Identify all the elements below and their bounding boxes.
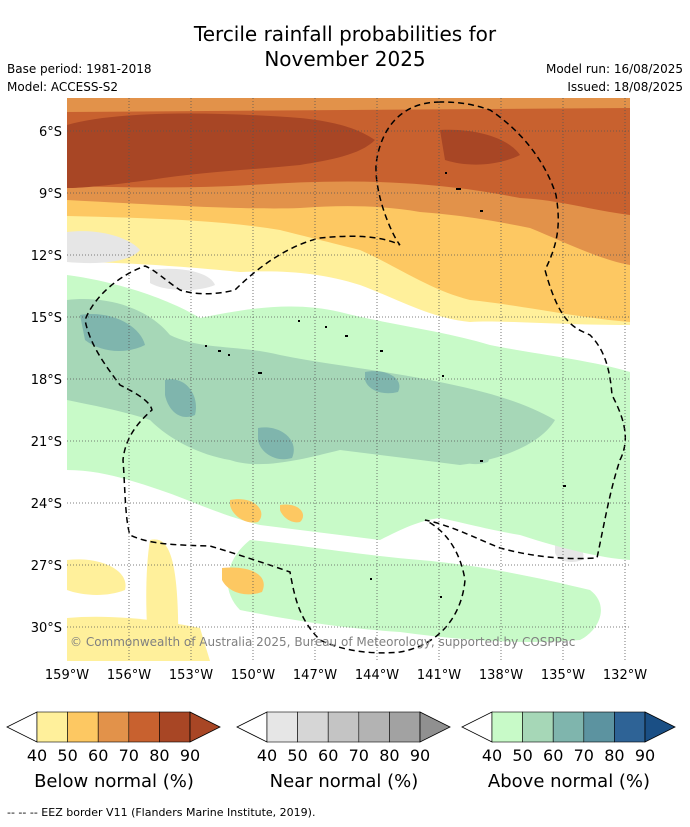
below-80-band: [67, 113, 375, 188]
legend-tick-label: 40: [257, 746, 277, 765]
lat-label: 6°S: [39, 125, 62, 140]
eez-footnote: -- -- -- EEZ border V11 (Flanders Marine…: [7, 806, 316, 819]
legend-under-triangle: [6, 711, 38, 743]
legend-swatch: [159, 711, 191, 743]
legend-over-triangle: [189, 711, 221, 743]
below-80-band-east: [440, 129, 520, 165]
legend-tick-label: 40: [482, 746, 502, 765]
title-line-2: November 2025: [264, 47, 426, 71]
legend-label-above: Above normal (%): [487, 771, 651, 792]
legend-swatch: [491, 711, 523, 743]
legend-swatch: [36, 711, 68, 743]
lon-label: 150°W: [231, 668, 275, 683]
legend-swatch: [358, 711, 390, 743]
above-60-patch: [448, 439, 490, 465]
lat-label: 15°S: [31, 311, 62, 326]
legend-colorbar: 40 50 60 70 80 90: [6, 711, 221, 765]
legend-tick-label: 60: [318, 746, 338, 765]
legend-tick-label: 70: [349, 746, 369, 765]
copyright-notice: © Commonwealth of Australia 2025, Bureau…: [70, 635, 575, 649]
legend-under-triangle: [461, 711, 493, 743]
lat-label: 30°S: [31, 621, 62, 636]
legend-colorbar: 40 50 60 70 80 90: [461, 711, 676, 765]
below-40-patch: [230, 499, 262, 523]
legend-swatch: [67, 711, 99, 743]
legend-tick-label: 40: [27, 746, 47, 765]
model-name: Model: ACCESS-S2: [7, 80, 119, 94]
legend-over-triangle: [419, 711, 451, 743]
legend-under-triangle: [236, 711, 268, 743]
legend-swatch: [389, 711, 421, 743]
legend-over-triangle: [644, 711, 676, 743]
legend-swatch: [97, 711, 130, 743]
legend-tick-label: 50: [287, 746, 307, 765]
lon-label: 132°W: [603, 668, 647, 683]
map-gridlines: [67, 98, 630, 661]
above-40-field-south: [227, 540, 601, 643]
latitude-labels: 6°S 9°S 12°S 15°S 18°S 21°S 24°S 27°S 30…: [31, 125, 62, 636]
legend-tick-label: 80: [604, 746, 624, 765]
below-40-patch: [67, 616, 210, 661]
above-60-patch: [258, 427, 294, 460]
base-period: Base period: 1981-2018: [7, 62, 152, 76]
near-normal-patch: [150, 268, 215, 291]
legend-swatch: [522, 711, 554, 743]
lat-label: 27°S: [31, 559, 62, 574]
title-line-1: Tercile rainfall probabilities for: [193, 22, 497, 46]
lat-label: 24°S: [31, 497, 62, 512]
lon-label: 138°W: [479, 668, 523, 683]
legend-tick-label: 90: [180, 746, 200, 765]
legend-label-below: Below normal (%): [34, 771, 194, 792]
lon-label: 156°W: [107, 668, 151, 683]
legend-tick-label: 50: [512, 746, 532, 765]
lon-label: 153°W: [169, 668, 213, 683]
lat-label: 21°S: [31, 435, 62, 450]
lon-label: 135°W: [541, 668, 585, 683]
longitude-labels: 159°W 156°W 153°W 150°W 147°W 144°W 141°…: [45, 668, 647, 683]
legend-swatch: [552, 711, 585, 743]
legend-swatch: [583, 711, 615, 743]
islands: [205, 172, 566, 598]
legend-tick-label: 90: [410, 746, 430, 765]
lat-label: 9°S: [39, 187, 62, 202]
below-40-patch: [67, 559, 126, 595]
legend-label-near: Near normal (%): [269, 771, 419, 792]
legend-tick-label: 70: [119, 746, 139, 765]
legend-tick-label: 60: [88, 746, 108, 765]
legend-swatch: [327, 711, 360, 743]
legend-tick-label: 80: [379, 746, 399, 765]
above-60-patch: [365, 371, 400, 394]
model-run: Model run: 16/08/2025: [545, 62, 683, 76]
legend-tick-label: 90: [635, 746, 655, 765]
issued-date: Issued: 18/08/2025: [567, 80, 683, 94]
legend-tick-label: 60: [543, 746, 563, 765]
legend-colorbars: 40 50 60 70 80 90 40 50 60 70 80 90 40 50 60 70 80 90: [6, 711, 676, 765]
legend-swatch: [266, 711, 298, 743]
legend-swatch: [614, 711, 646, 743]
lat-label: 12°S: [31, 249, 62, 264]
eez-border: [84, 101, 627, 654]
legend-tick-label: 80: [149, 746, 169, 765]
legend-swatch: [297, 711, 329, 743]
lat-label: 18°S: [31, 373, 62, 388]
legend-swatch: [128, 711, 160, 743]
above-60-patch: [165, 379, 196, 418]
legend-colorbar: 40 50 60 70 80 90: [236, 711, 451, 765]
meta-left: Base period: 1981-2018 Model: ACCESS-S2: [7, 60, 152, 96]
above-50-band: [67, 299, 555, 465]
lon-label: 147°W: [293, 668, 337, 683]
below-40-patch: [280, 504, 304, 523]
probability-field: [67, 98, 630, 661]
lon-label: 159°W: [45, 668, 89, 683]
legend-tick-label: 50: [57, 746, 77, 765]
lon-label: 144°W: [355, 668, 399, 683]
legend-tick-label: 70: [574, 746, 594, 765]
map-title: Tercile rainfall probabilities for Novem…: [0, 22, 690, 72]
lon-label: 141°W: [417, 668, 461, 683]
meta-right: Model run: 16/08/2025 Issued: 18/08/2025: [546, 60, 683, 96]
